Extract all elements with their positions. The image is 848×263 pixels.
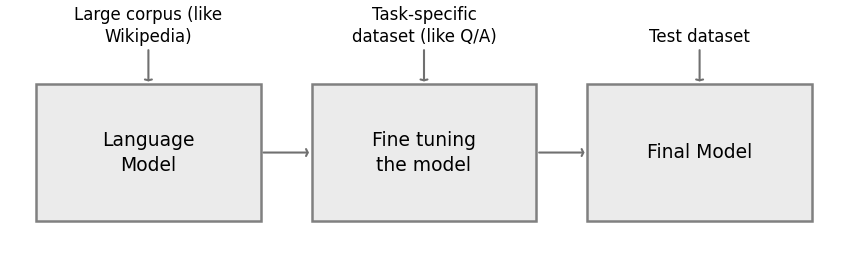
Text: Large corpus (like
Wikipedia): Large corpus (like Wikipedia) — [75, 6, 222, 46]
Text: Language
Model: Language Model — [102, 130, 195, 175]
Text: Task-specific
dataset (like Q/A): Task-specific dataset (like Q/A) — [352, 6, 496, 46]
Text: Fine tuning
the model: Fine tuning the model — [372, 130, 476, 175]
Text: Test dataset: Test dataset — [650, 28, 750, 46]
FancyBboxPatch shape — [587, 84, 812, 221]
FancyBboxPatch shape — [36, 84, 261, 221]
Text: Final Model: Final Model — [647, 143, 752, 162]
FancyBboxPatch shape — [312, 84, 536, 221]
